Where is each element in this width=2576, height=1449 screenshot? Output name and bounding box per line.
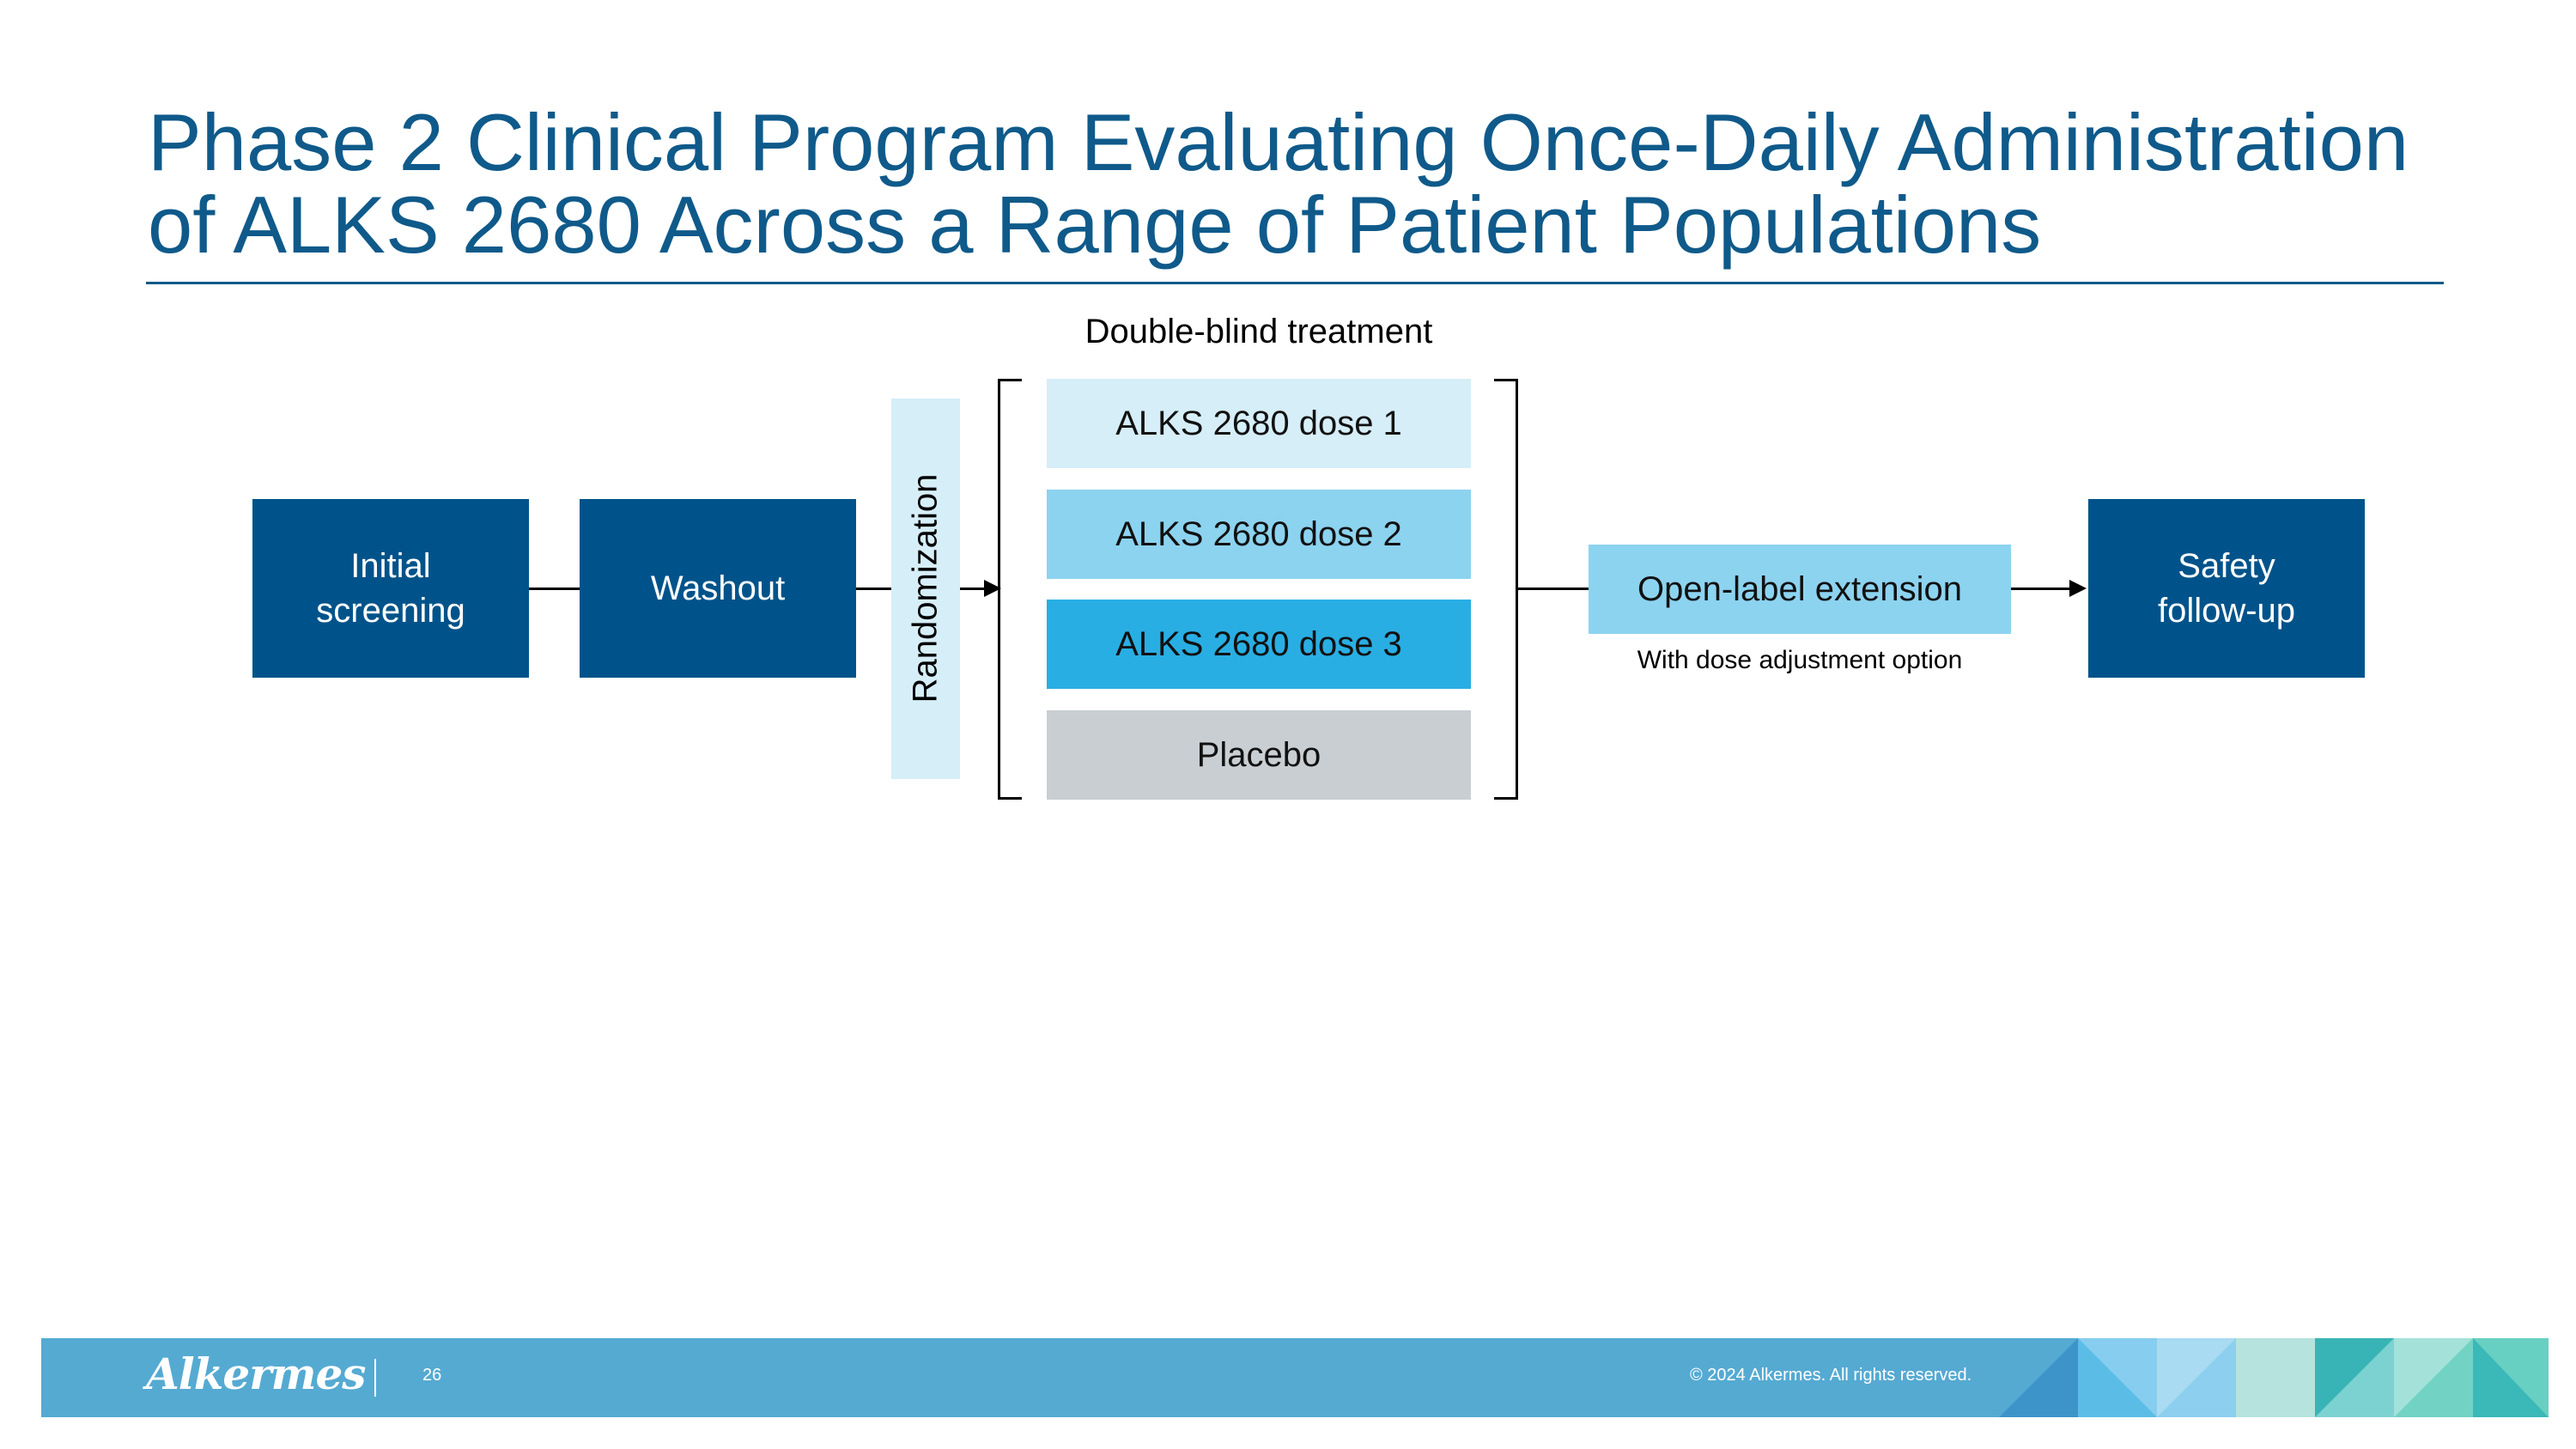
initial-screening-box: Initial screening xyxy=(252,499,529,678)
arrow-into-safety xyxy=(2069,580,2087,597)
arm-dose-3: ALKS 2680 dose 3 xyxy=(1047,600,1471,689)
connector-arms-extension xyxy=(1518,588,1589,590)
deco-tri-7 xyxy=(2473,1338,2549,1417)
footer-bar: Alkermes 26 © 2024 Alkermes. All rights … xyxy=(41,1338,2549,1417)
treatment-header: Double-blind treatment xyxy=(1084,313,1433,350)
arm-dose-2-label: ALKS 2680 dose 2 xyxy=(1115,515,1402,553)
title-divider xyxy=(146,282,2444,284)
page-number: 26 xyxy=(422,1366,442,1385)
arm-placebo-label: Placebo xyxy=(1196,736,1321,774)
arm-dose-1-label: ALKS 2680 dose 1 xyxy=(1115,405,1402,442)
left-bracket xyxy=(998,379,1022,800)
arm-placebo: Placebo xyxy=(1047,710,1471,800)
alkermes-logo: Alkermes xyxy=(146,1349,366,1399)
deco-tri-1 xyxy=(1999,1338,2078,1417)
copyright-text: © 2024 Alkermes. All rights reserved. xyxy=(1690,1366,1972,1385)
deco-tri-5 xyxy=(2315,1338,2394,1417)
washout-label: Washout xyxy=(650,569,786,607)
open-label-extension-box: Open-label extension xyxy=(1589,545,2011,634)
deco-tri-3 xyxy=(2157,1338,2236,1417)
connector-extension-safety xyxy=(2011,588,2071,590)
safety-follow-up-box: Safety follow-up xyxy=(2088,499,2365,678)
washout-box: Washout xyxy=(580,499,856,678)
open-label-extension-label: Open-label extension xyxy=(1637,570,1963,608)
slide-title: Phase 2 Clinical Program Evaluating Once… xyxy=(148,101,2466,266)
initial-screening-label: Initial screening xyxy=(316,547,465,630)
arrow-into-arms xyxy=(984,580,1001,597)
arm-dose-2: ALKS 2680 dose 2 xyxy=(1047,490,1471,579)
arm-dose-3-label: ALKS 2680 dose 3 xyxy=(1115,625,1402,663)
connector-randomization-arms xyxy=(960,588,986,590)
deco-tri-6 xyxy=(2394,1338,2473,1417)
slide-title-line-2: of ALKS 2680 Across a Range of Patient P… xyxy=(148,180,2042,270)
randomization-box xyxy=(891,399,960,779)
connector-washout-randomization xyxy=(856,588,891,590)
deco-block-4 xyxy=(2236,1338,2315,1417)
randomization-label: Randomization xyxy=(906,473,945,703)
dose-adjustment-note: With dose adjustment option xyxy=(1637,646,1963,674)
decorative-triangles xyxy=(1999,1338,2549,1417)
safety-follow-up-label: Safety follow-up xyxy=(2157,547,2296,630)
deco-tri-2 xyxy=(2078,1338,2157,1417)
arm-dose-1: ALKS 2680 dose 1 xyxy=(1047,379,1471,468)
footer-separator xyxy=(374,1359,376,1397)
right-bracket xyxy=(1494,379,1518,800)
connector-screening-washout xyxy=(529,588,580,590)
slide-title-line-1: Phase 2 Clinical Program Evaluating Once… xyxy=(148,97,2409,187)
